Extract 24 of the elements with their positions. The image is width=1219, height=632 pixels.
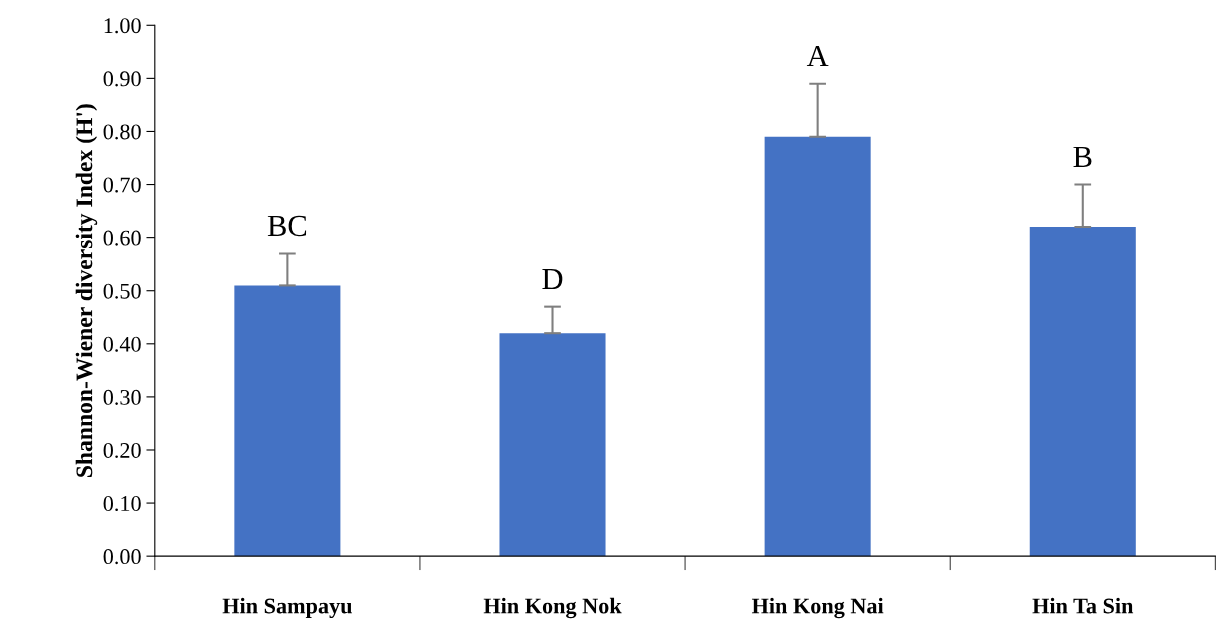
y-tick-label: 0.10 [103, 496, 141, 512]
y-tick-label: 1.00 [104, 18, 141, 34]
y-tick-label: 0.60 [103, 230, 141, 246]
annotation: B [1073, 146, 1092, 168]
annotation: A [806, 45, 829, 67]
y-tick-label: 0.20 [103, 442, 141, 459]
annotation: D [542, 269, 563, 290]
y-tick-label: 0.30 [103, 389, 141, 405]
y-tick-label: 0.40 [103, 336, 141, 352]
y-tick-label: 0.50 [103, 283, 141, 299]
x-tick-label: Hin Sampayu [222, 597, 352, 619]
annotation: BC [267, 215, 307, 237]
y-tick-label: 0.80 [103, 124, 141, 140]
y-tick-label: 0.70 [103, 177, 141, 193]
bar [499, 333, 606, 557]
y-tick-label: 0.90 [103, 71, 141, 87]
x-tick-label: Hin Kong Nai [751, 597, 884, 619]
y-tick-label: 0.00 [103, 549, 141, 565]
x-tick-label: Hin Kong Nok [483, 597, 622, 619]
bar [234, 285, 341, 557]
bar [1029, 227, 1136, 557]
y-axis-title: Shannon-Wiener diversity Index (H') [75, 104, 98, 477]
bar [764, 136, 871, 557]
x-tick-label: Hin Ta Sin [1032, 597, 1134, 614]
